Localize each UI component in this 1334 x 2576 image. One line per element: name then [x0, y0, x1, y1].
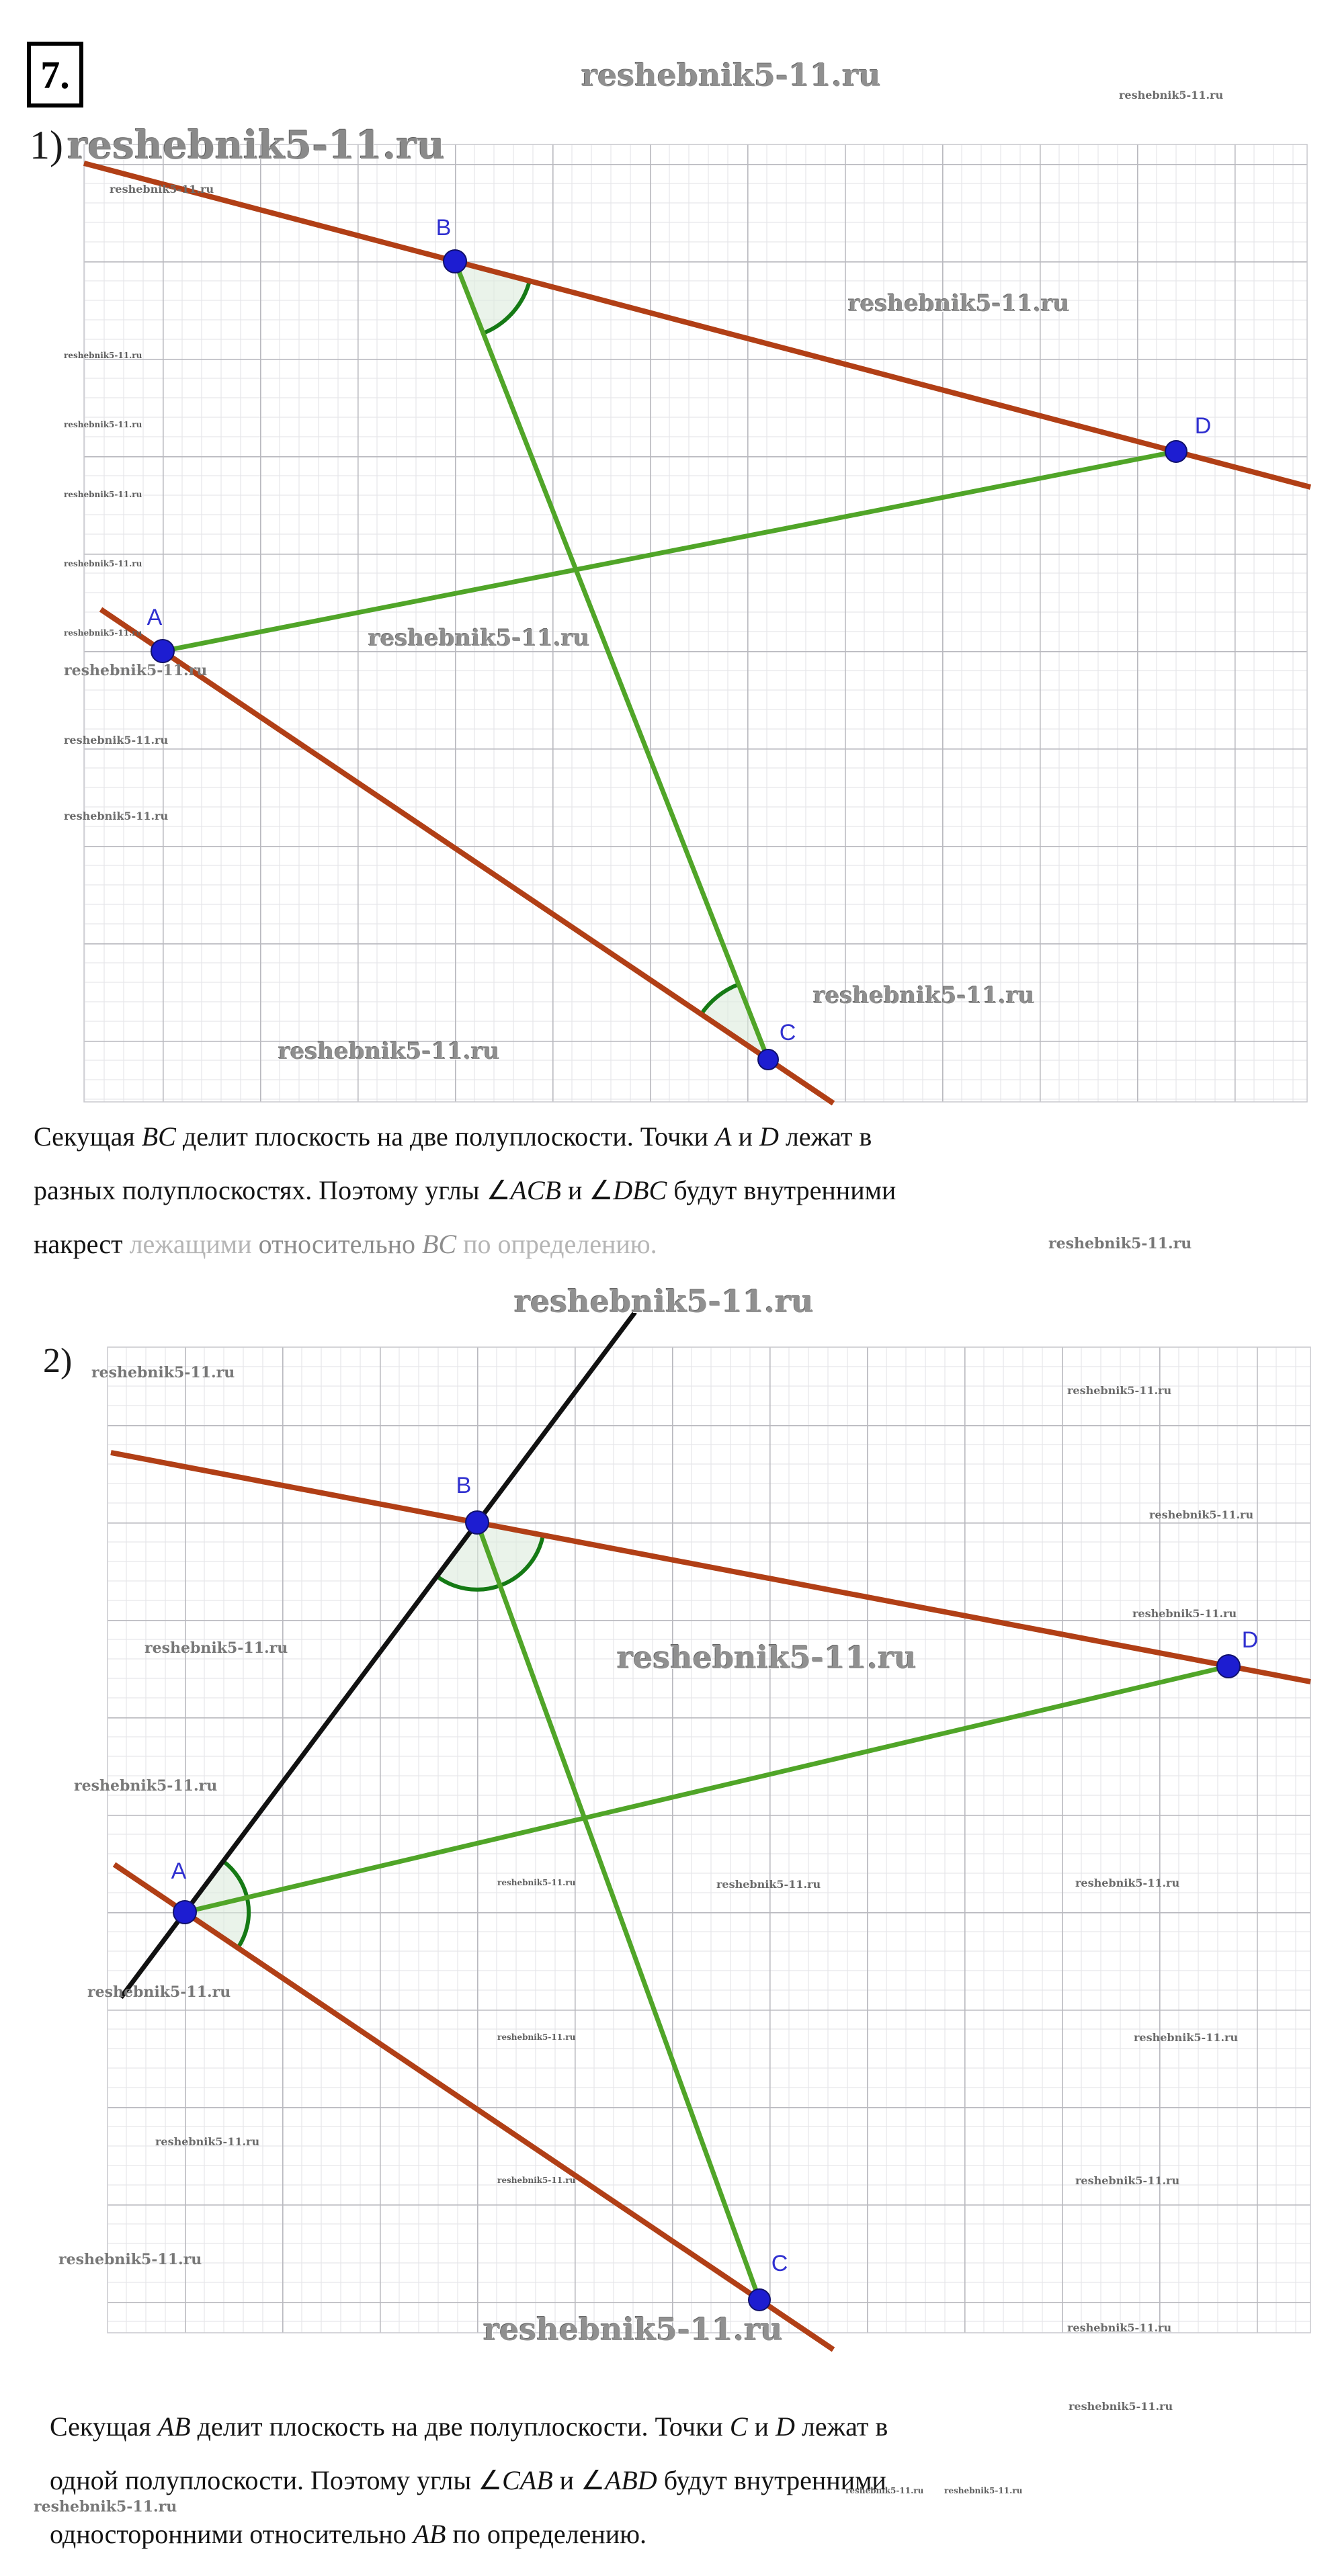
- watermark: reshebnik5-11.ru: [514, 1283, 814, 1320]
- grid-paper-1: [83, 144, 1308, 1103]
- watermark: reshebnik5-11.ru: [1119, 89, 1224, 101]
- text-line: односторонними относительно AB по опреде…: [50, 2519, 647, 2549]
- point-d2-label: D: [1242, 1627, 1259, 1653]
- part1-label: 1): [30, 123, 63, 167]
- watermark: reshebnik5-11.ru: [497, 1878, 576, 1887]
- point-b2: [465, 1510, 489, 1535]
- green-segment-ad-2: [184, 1664, 1229, 1915]
- watermark: reshebnik5-11.ru: [110, 183, 214, 196]
- watermark: reshebnik5-11.ru: [64, 559, 142, 568]
- text-line: накрест лежащими относительно BC по опре…: [34, 1229, 657, 1259]
- red-line-through-b-d-2: [110, 1450, 1311, 1684]
- text-line: разных полуплоскостях. Поэтому углы ∠ACB…: [34, 1175, 897, 1205]
- watermark: reshebnik5-11.ru: [1134, 2031, 1239, 2044]
- watermark: reshebnik5-11.ru: [368, 625, 590, 652]
- text-line: Секущая AB делит плоскость на две полупл…: [50, 2411, 888, 2442]
- point-d-label: D: [1195, 413, 1212, 439]
- point-a: [151, 639, 175, 663]
- text-line: одной полуплоскости. Поэтому углы ∠CAB и…: [50, 2465, 886, 2495]
- watermark: reshebnik5-11.ru: [1067, 1384, 1172, 1397]
- angle-dbc-sector: [455, 261, 530, 333]
- watermark: reshebnik5-11.ru: [64, 490, 142, 499]
- point-b2-label: B: [456, 1473, 472, 1498]
- watermark: reshebnik5-11.ru: [64, 628, 142, 638]
- angle-acb-arc: [699, 982, 741, 1017]
- watermark: reshebnik5-11.ru: [944, 2486, 1023, 2495]
- watermark: reshebnik5-11.ru: [74, 1777, 218, 1795]
- point-a-label: A: [147, 605, 163, 630]
- angle-cab-arc: [221, 1859, 251, 1950]
- watermark: reshebnik5-11.ru: [581, 57, 881, 93]
- watermark: reshebnik5-11.ru: [617, 1639, 917, 1676]
- green-segment-ad: [162, 449, 1177, 654]
- watermark: reshebnik5-11.ru: [848, 290, 1070, 317]
- point-c2: [748, 2288, 771, 2311]
- watermark: reshebnik5-11.ru: [845, 2486, 924, 2495]
- watermark: reshebnik5-11.ru: [67, 122, 446, 168]
- problem-number: 7.: [40, 52, 70, 97]
- red-line-through-a-c: [99, 607, 835, 1106]
- point-a2: [173, 1900, 197, 1924]
- watermark: reshebnik5-11.ru: [87, 1983, 231, 2001]
- red-line-through-a-c-2: [112, 1862, 835, 2352]
- red-line-through-b-d: [83, 161, 1312, 490]
- point-d: [1165, 440, 1187, 463]
- watermark: reshebnik5-11.ru: [1048, 1235, 1192, 1252]
- watermark: reshebnik5-11.ru: [64, 810, 169, 822]
- watermark: reshebnik5-11.ru: [1067, 2321, 1172, 2334]
- point-d2: [1216, 1654, 1241, 1678]
- angle-acb-sector: [701, 984, 768, 1060]
- watermark: reshebnik5-11.ru: [64, 420, 142, 429]
- watermark: reshebnik5-11.ru: [497, 2176, 576, 2185]
- watermark: reshebnik5-11.ru: [155, 2135, 260, 2148]
- watermark: reshebnik5-11.ru: [716, 1878, 821, 1891]
- watermark: reshebnik5-11.ru: [278, 1038, 500, 1065]
- watermark: reshebnik5-11.ru: [64, 662, 208, 679]
- watermark: reshebnik5-11.ru: [58, 2251, 202, 2268]
- point-c-label: C: [780, 1020, 796, 1045]
- solution-text-part1: Секущая BC делит плоскость на две полупл…: [34, 1110, 1310, 1271]
- watermark: reshebnik5-11.ru: [813, 982, 1035, 1009]
- point-b-label: B: [436, 215, 452, 241]
- watermark: reshebnik5-11.ru: [64, 351, 142, 360]
- watermark: reshebnik5-11.ru: [1132, 1607, 1237, 1620]
- watermark: reshebnik5-11.ru: [34, 2498, 177, 2516]
- watermark: reshebnik5-11.ru: [91, 1364, 235, 1381]
- watermark: reshebnik5-11.ru: [1149, 1508, 1254, 1521]
- part2-label: 2): [43, 1342, 73, 1380]
- watermark: reshebnik5-11.ru: [64, 734, 169, 746]
- watermark: reshebnik5-11.ru: [497, 2032, 576, 2042]
- watermark: reshebnik5-11.ru: [483, 2311, 783, 2348]
- point-b: [443, 249, 467, 273]
- text-line: Секущая BC делит плоскость на две полупл…: [34, 1121, 872, 1152]
- watermark: reshebnik5-11.ru: [1069, 2400, 1173, 2413]
- solution-text-part2: Секущая AB делит плоскость на две полупл…: [50, 2400, 1327, 2561]
- black-line-ab-transversal: [119, 1310, 637, 2000]
- watermark: reshebnik5-11.ru: [144, 1639, 288, 1657]
- green-segment-bc-2: [474, 1521, 762, 2301]
- green-segment-bc-transversal: [452, 260, 771, 1061]
- diagram2-transversal-ab: B A C D: [107, 1310, 1311, 2352]
- watermark: reshebnik5-11.ru: [1075, 2174, 1180, 2187]
- point-c: [757, 1049, 779, 1070]
- grid-paper-2: [107, 1346, 1311, 2333]
- diagram1-transversal-bc: B A C D: [83, 144, 1312, 1106]
- point-a2-label: A: [171, 1858, 187, 1884]
- angle-dbc-arc: [481, 279, 532, 335]
- problem-number-box: 7.: [27, 42, 83, 108]
- watermark: reshebnik5-11.ru: [1075, 1877, 1180, 1889]
- point-c2-label: C: [772, 2251, 788, 2276]
